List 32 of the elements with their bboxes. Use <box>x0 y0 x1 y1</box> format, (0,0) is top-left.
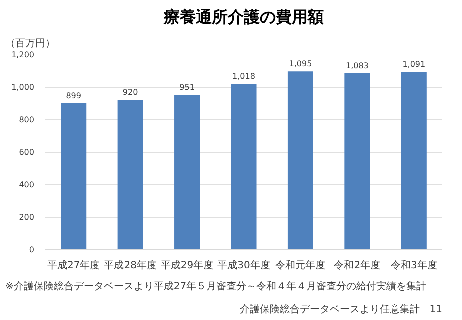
bar <box>401 72 427 250</box>
x-tick-label: 平成29年度 <box>160 260 214 272</box>
chart-title: 療養通所介護の費用額 <box>163 8 324 26</box>
data-label: 1,083 <box>346 62 369 71</box>
text: ※介護保険総合データベースより平成27年５月審査分～令和４年４月審査分の給付実績を集計 <box>6 280 427 292</box>
data-label: 1,095 <box>289 60 312 69</box>
bar <box>61 103 87 250</box>
y-tick-label: 1,000 <box>12 83 35 92</box>
bar <box>288 72 314 250</box>
data-label: 920 <box>122 88 138 97</box>
data-label: 1,018 <box>232 72 256 82</box>
y-tick-label: 400 <box>19 180 35 190</box>
y-tick-label: 0 <box>29 246 35 254</box>
x-tick-label: 令和元年度 <box>276 260 326 272</box>
y-axis-title: （百万円） <box>6 38 56 50</box>
data-label: 951 <box>180 82 195 92</box>
bar <box>231 84 257 250</box>
text: 介護保険総合データベースより任意集計 11 <box>240 304 443 316</box>
x-tick-label: 平成27年度 <box>47 260 100 272</box>
x-tick-label: 令和3年度 <box>390 260 438 272</box>
y-tick-label: 600 <box>19 148 35 157</box>
bar <box>174 94 200 250</box>
bar <box>344 74 370 250</box>
x-tick-label: 平成30年度 <box>218 260 270 272</box>
data-label: 1,091 <box>402 60 426 70</box>
bar <box>118 100 144 250</box>
y-tick-label: 200 <box>19 213 35 222</box>
data-label: 899 <box>66 91 82 100</box>
y-tick-label: 1,200 <box>12 50 35 60</box>
x-tick-label: 平成28年度 <box>104 260 157 272</box>
x-tick-label: 令和2年度 <box>334 260 381 272</box>
y-tick-label: 800 <box>19 116 35 124</box>
